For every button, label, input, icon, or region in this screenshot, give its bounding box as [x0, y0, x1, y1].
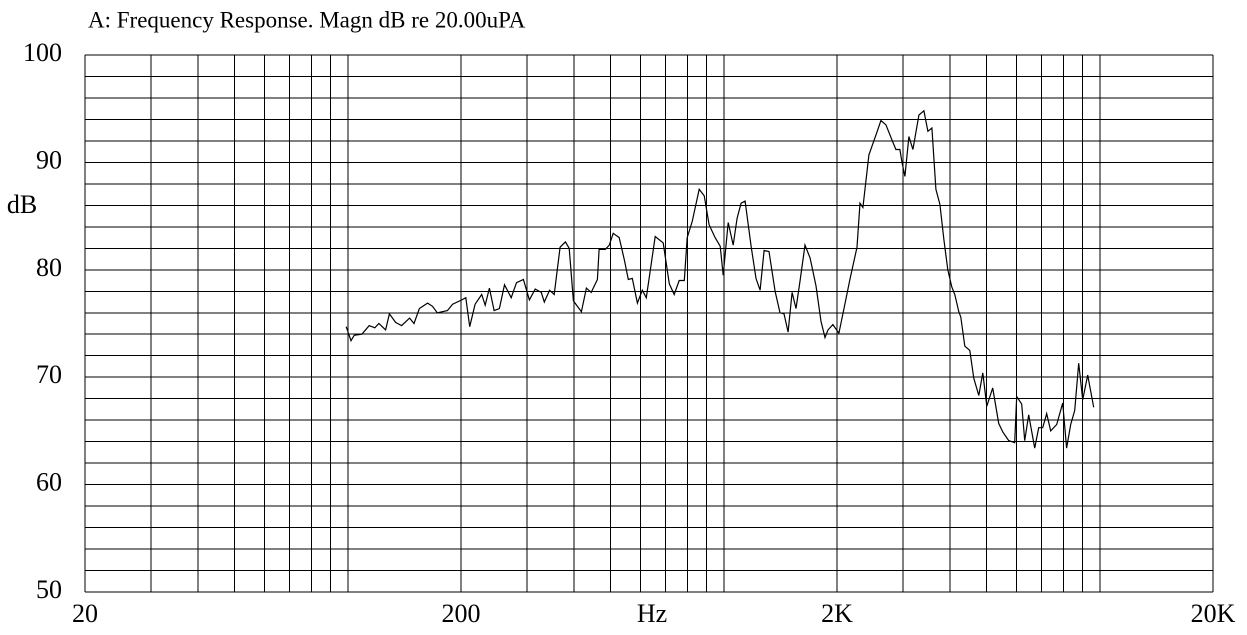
y-tick-label: 60: [36, 468, 62, 497]
x-tick-label: 20: [72, 599, 98, 628]
y-tick-label: 70: [36, 360, 62, 389]
x-axis-label: Hz: [637, 599, 667, 628]
x-tick-label: 200: [442, 599, 481, 628]
x-tick-label: 20K: [1191, 599, 1236, 628]
y-tick-label: 90: [36, 145, 62, 174]
chart-title: A: Frequency Response. Magn dB re 20.00u…: [88, 7, 526, 32]
y-tick-label: 80: [36, 253, 62, 282]
y-axis-label: dB: [7, 190, 37, 219]
y-tick-label: 100: [23, 38, 62, 67]
x-tick-label: 2K: [821, 599, 853, 628]
line-series: [345, 109, 1095, 449]
y-tick-label: 50: [36, 575, 62, 604]
